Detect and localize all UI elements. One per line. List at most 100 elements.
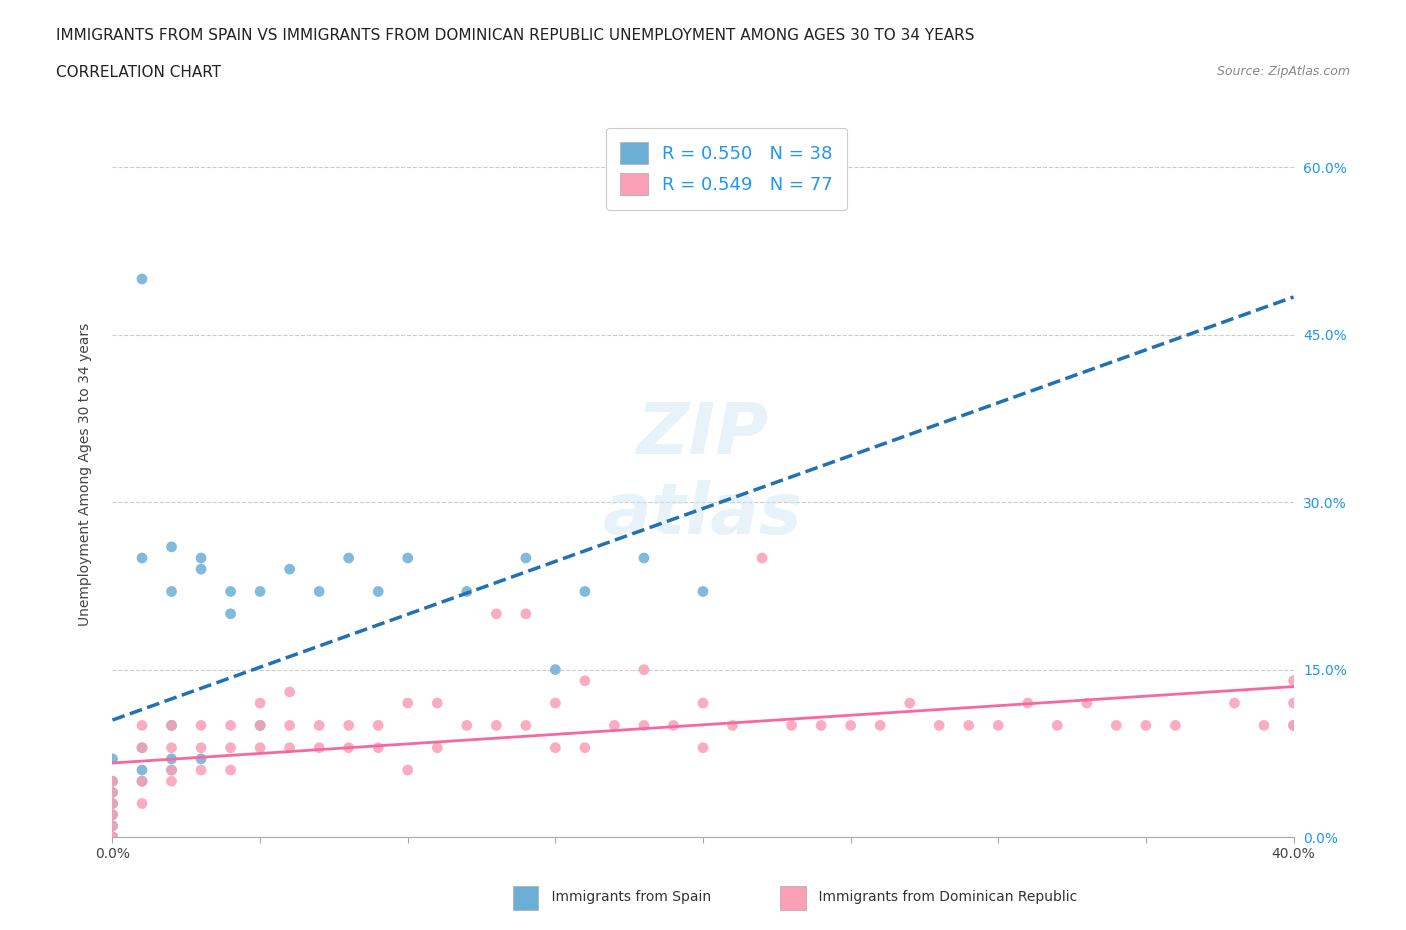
Point [101, 796, 124, 811]
Point [1223, 696, 1246, 711]
Point [810, 718, 832, 733]
Point [367, 584, 389, 599]
Point [1282, 718, 1305, 733]
Point [574, 584, 596, 599]
Point [367, 740, 389, 755]
Point [721, 718, 744, 733]
Point [101, 830, 124, 844]
Point [928, 718, 950, 733]
Point [190, 751, 212, 766]
Point [396, 696, 419, 711]
Point [160, 539, 183, 554]
Point [633, 662, 655, 677]
Point [780, 718, 803, 733]
Point [1017, 696, 1039, 711]
Point [692, 696, 714, 711]
Point [987, 718, 1010, 733]
Point [456, 584, 478, 599]
Point [101, 807, 124, 822]
Point [751, 551, 773, 565]
Point [1135, 718, 1157, 733]
Point [308, 740, 330, 755]
Point [337, 740, 360, 755]
Point [219, 740, 242, 755]
Point [249, 584, 271, 599]
Text: Immigrants from Spain: Immigrants from Spain [534, 890, 711, 905]
Point [426, 740, 449, 755]
Point [101, 785, 124, 800]
Point [160, 774, 183, 789]
Point [131, 774, 153, 789]
Point [160, 718, 183, 733]
Point [131, 796, 153, 811]
Text: Immigrants from Dominican Republic: Immigrants from Dominican Republic [801, 890, 1077, 905]
Point [219, 584, 242, 599]
Point [308, 584, 330, 599]
Point [101, 774, 124, 789]
Point [249, 696, 271, 711]
Legend: R = 0.550   N = 38, R = 0.549   N = 77: R = 0.550 N = 38, R = 0.549 N = 77 [606, 128, 848, 210]
Point [898, 696, 921, 711]
Point [131, 718, 153, 733]
Point [131, 740, 153, 755]
Point [278, 562, 301, 577]
Point [101, 830, 124, 844]
Point [1164, 718, 1187, 733]
Point [544, 740, 567, 755]
Point [692, 740, 714, 755]
Point [190, 562, 212, 577]
Point [1282, 718, 1305, 733]
Point [574, 740, 596, 755]
Point [190, 740, 212, 755]
Point [101, 796, 124, 811]
Point [101, 830, 124, 844]
Point [308, 718, 330, 733]
Point [101, 830, 124, 844]
Point [219, 606, 242, 621]
Point [160, 584, 183, 599]
Point [160, 763, 183, 777]
Point [278, 684, 301, 699]
Point [101, 785, 124, 800]
Point [131, 763, 153, 777]
Point [337, 718, 360, 733]
Point [367, 718, 389, 733]
Point [160, 718, 183, 733]
Point [131, 740, 153, 755]
Point [957, 718, 980, 733]
Point [101, 830, 124, 844]
Point [249, 718, 271, 733]
Point [101, 751, 124, 766]
Point [190, 718, 212, 733]
Point [101, 774, 124, 789]
Point [1076, 696, 1098, 711]
Point [101, 818, 124, 833]
Point [160, 740, 183, 755]
Point [1105, 718, 1128, 733]
Point [633, 551, 655, 565]
Text: Source: ZipAtlas.com: Source: ZipAtlas.com [1216, 65, 1350, 78]
Point [1282, 673, 1305, 688]
Point [515, 718, 537, 733]
Point [278, 740, 301, 755]
Point [1046, 718, 1069, 733]
Point [485, 606, 508, 621]
Point [101, 830, 124, 844]
Text: IMMIGRANTS FROM SPAIN VS IMMIGRANTS FROM DOMINICAN REPUBLIC UNEMPLOYMENT AMONG A: IMMIGRANTS FROM SPAIN VS IMMIGRANTS FROM… [56, 28, 974, 43]
Y-axis label: Unemployment Among Ages 30 to 34 years: Unemployment Among Ages 30 to 34 years [77, 323, 91, 626]
Point [278, 718, 301, 733]
Point [396, 551, 419, 565]
Point [1253, 718, 1275, 733]
Point [101, 830, 124, 844]
Text: CORRELATION CHART: CORRELATION CHART [56, 65, 221, 80]
Point [101, 830, 124, 844]
Point [219, 763, 242, 777]
Point [131, 272, 153, 286]
Point [515, 606, 537, 621]
Point [839, 718, 862, 733]
Point [160, 763, 183, 777]
Text: ZIP
atlas: ZIP atlas [603, 400, 803, 549]
Point [456, 718, 478, 733]
Point [426, 696, 449, 711]
Point [337, 551, 360, 565]
